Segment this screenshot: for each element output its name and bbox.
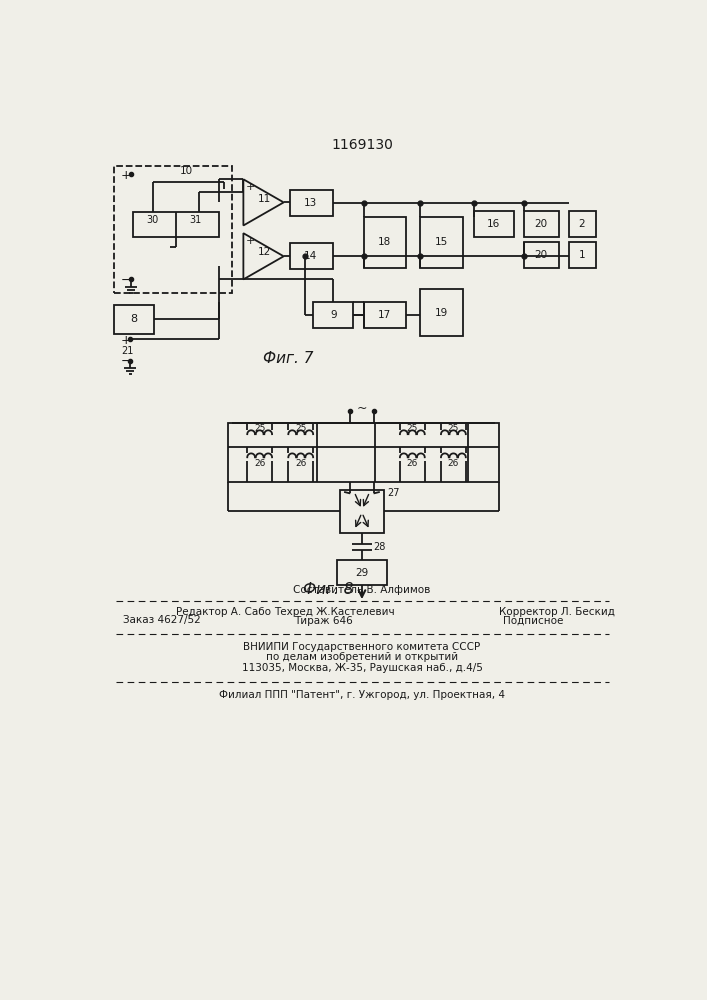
Text: 18: 18 (378, 237, 391, 247)
Text: 14: 14 (304, 251, 317, 261)
Bar (569, 211, 596, 237)
Text: 31: 31 (189, 215, 201, 225)
Bar (420, 289, 462, 336)
Text: Корректор Л. Бескид: Корректор Л. Бескид (499, 607, 615, 617)
Text: 113035, Москва, Ж-35, Раушская наб., д.4/5: 113035, Москва, Ж-35, Раушская наб., д.4… (242, 663, 482, 673)
Text: 8: 8 (131, 314, 138, 324)
Bar (114, 305, 154, 334)
Text: 11: 11 (257, 194, 271, 204)
Text: Фиг. 8: Фиг. 8 (303, 582, 354, 597)
Text: Заказ 4627/52: Заказ 4627/52 (123, 615, 201, 626)
Text: ВНИИПИ Государственного комитета СССР: ВНИИПИ Государственного комитета СССР (243, 642, 481, 652)
Bar (290, 243, 332, 269)
Text: 27: 27 (387, 488, 400, 498)
Bar (420, 217, 462, 268)
Text: 29: 29 (356, 568, 368, 578)
Text: 12: 12 (257, 247, 271, 257)
Bar (363, 217, 406, 268)
Bar (114, 166, 232, 293)
Text: 21: 21 (121, 346, 134, 356)
Text: +: + (121, 169, 132, 182)
Text: Фиг. 7: Фиг. 7 (263, 351, 314, 366)
Text: ~: ~ (357, 402, 367, 415)
Text: 28: 28 (373, 542, 386, 552)
Bar (569, 242, 596, 268)
Text: 10: 10 (180, 166, 193, 176)
Text: 9: 9 (330, 310, 337, 320)
Text: по делам изобретений и открытий: по делам изобретений и открытий (266, 652, 458, 662)
Text: 1169130: 1169130 (331, 138, 393, 152)
Text: 26: 26 (407, 459, 418, 468)
Bar (337, 560, 387, 585)
Text: 20: 20 (534, 219, 547, 229)
Text: +: + (121, 334, 132, 347)
Text: +: + (246, 236, 255, 246)
Text: Техред Ж.Кастелевич: Техред Ж.Кастелевич (274, 607, 395, 617)
Text: 2: 2 (579, 219, 585, 229)
Text: 1: 1 (579, 250, 585, 260)
Text: 30: 30 (146, 215, 159, 225)
Bar (313, 302, 354, 328)
Bar (474, 211, 514, 237)
Text: 25: 25 (448, 424, 459, 433)
Bar (134, 212, 218, 237)
Text: 17: 17 (378, 310, 391, 320)
Text: Составитель В. Алфимов: Составитель В. Алфимов (293, 585, 431, 595)
Bar (340, 490, 384, 533)
Text: Редактор А. Сабо: Редактор А. Сабо (176, 607, 271, 617)
Text: 26: 26 (295, 459, 306, 468)
Text: Тираж 646: Тираж 646 (293, 615, 353, 626)
Bar (524, 242, 559, 268)
Text: 16: 16 (487, 219, 501, 229)
Text: 26: 26 (254, 459, 265, 468)
Text: 25: 25 (407, 424, 418, 433)
Text: −: − (121, 355, 132, 368)
Bar (363, 302, 406, 328)
Text: 25: 25 (295, 424, 306, 433)
Text: +: + (246, 182, 255, 192)
Text: 26: 26 (448, 459, 459, 468)
Text: 19: 19 (434, 308, 448, 318)
Bar (524, 211, 559, 237)
Text: 25: 25 (254, 424, 265, 433)
Text: Филиал ППП "Патент", г. Ужгород, ул. Проектная, 4: Филиал ППП "Патент", г. Ужгород, ул. Про… (219, 690, 505, 700)
Bar (290, 190, 332, 216)
Text: 15: 15 (434, 237, 448, 247)
Text: −: − (121, 274, 132, 287)
Text: Подписное: Подписное (503, 615, 563, 626)
Bar (228, 423, 499, 482)
Text: 20: 20 (534, 250, 547, 260)
Text: 13: 13 (304, 198, 317, 208)
